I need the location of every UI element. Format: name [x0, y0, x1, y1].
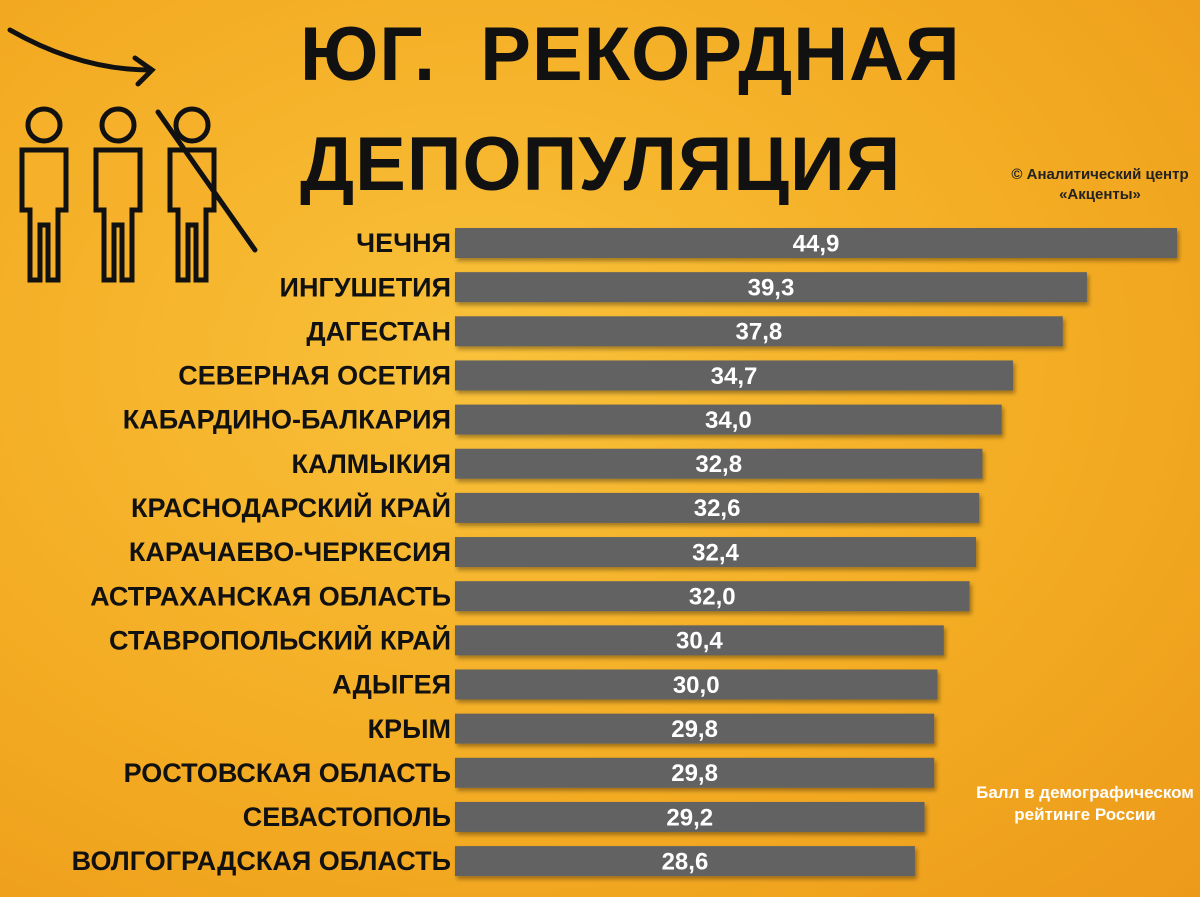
category-label: ДАГЕСТАН — [306, 316, 451, 346]
category-label: КРАСНОДАРСКИЙ КРАЙ — [131, 492, 451, 523]
category-label: КАЛМЫКИЯ — [292, 449, 451, 479]
value-label: 44,9 — [793, 230, 840, 257]
value-label: 34,7 — [711, 363, 758, 390]
value-label: 32,6 — [694, 495, 741, 522]
category-label: АДЫГЕЯ — [332, 670, 451, 700]
category-label: КАРАЧАЕВО-ЧЕРКЕСИЯ — [129, 537, 451, 567]
value-label: 32,8 — [695, 451, 742, 478]
category-label: РОСТОВСКАЯ ОБЛАСТЬ — [124, 758, 451, 788]
category-label: СЕВЕРНАЯ ОСЕТИЯ — [178, 361, 451, 391]
bar — [455, 448, 983, 479]
value-label: 34,0 — [705, 407, 752, 434]
bar — [455, 492, 980, 523]
bar — [455, 581, 970, 612]
bar — [455, 360, 1013, 391]
source-note: © Аналитический центр «Акценты» — [1011, 166, 1189, 203]
bar — [455, 272, 1087, 303]
bar — [455, 669, 938, 700]
value-label: 28,6 — [662, 848, 709, 875]
category-label: ВОЛГОГРАДСКАЯ ОБЛАСТЬ — [72, 846, 451, 876]
value-label: 39,3 — [748, 274, 795, 301]
category-label: СЕВАСТОПОЛЬ — [243, 802, 451, 832]
category-label: КРЫМ — [368, 714, 451, 744]
bar — [455, 846, 915, 877]
value-label: 29,2 — [666, 804, 713, 831]
value-note: Балл в демографическом рейтинге России — [976, 783, 1194, 824]
bar — [455, 713, 935, 744]
bar — [455, 757, 935, 788]
value-label: 30,4 — [676, 628, 723, 655]
icon — [7, 27, 258, 283]
bar — [455, 316, 1063, 347]
bar — [455, 801, 925, 832]
value-label: 29,8 — [671, 716, 718, 743]
category-label: ИНГУШЕТИЯ — [280, 272, 451, 302]
bar — [455, 537, 976, 568]
value-label: 37,8 — [736, 319, 783, 346]
category-label: СТАВРОПОЛЬСКИЙ КРАЙ — [109, 624, 451, 655]
bar — [455, 625, 944, 656]
value-label: 29,8 — [671, 760, 718, 787]
chart-title: ЮГ. РЕКОРДНАЯ ДЕПОПУЛЯЦИЯ — [300, 12, 983, 207]
bar — [455, 228, 1177, 258]
value-label: 32,0 — [689, 584, 736, 611]
category-label: КАБАРДИНО-БАЛКАРИЯ — [123, 405, 451, 435]
value-label: 32,4 — [692, 539, 739, 566]
bar — [455, 404, 1002, 435]
category-label: ЧЕЧНЯ — [356, 228, 451, 258]
category-label: АСТРАХАНСКАЯ ОБЛАСТЬ — [90, 581, 451, 611]
value-label: 30,0 — [673, 672, 720, 699]
